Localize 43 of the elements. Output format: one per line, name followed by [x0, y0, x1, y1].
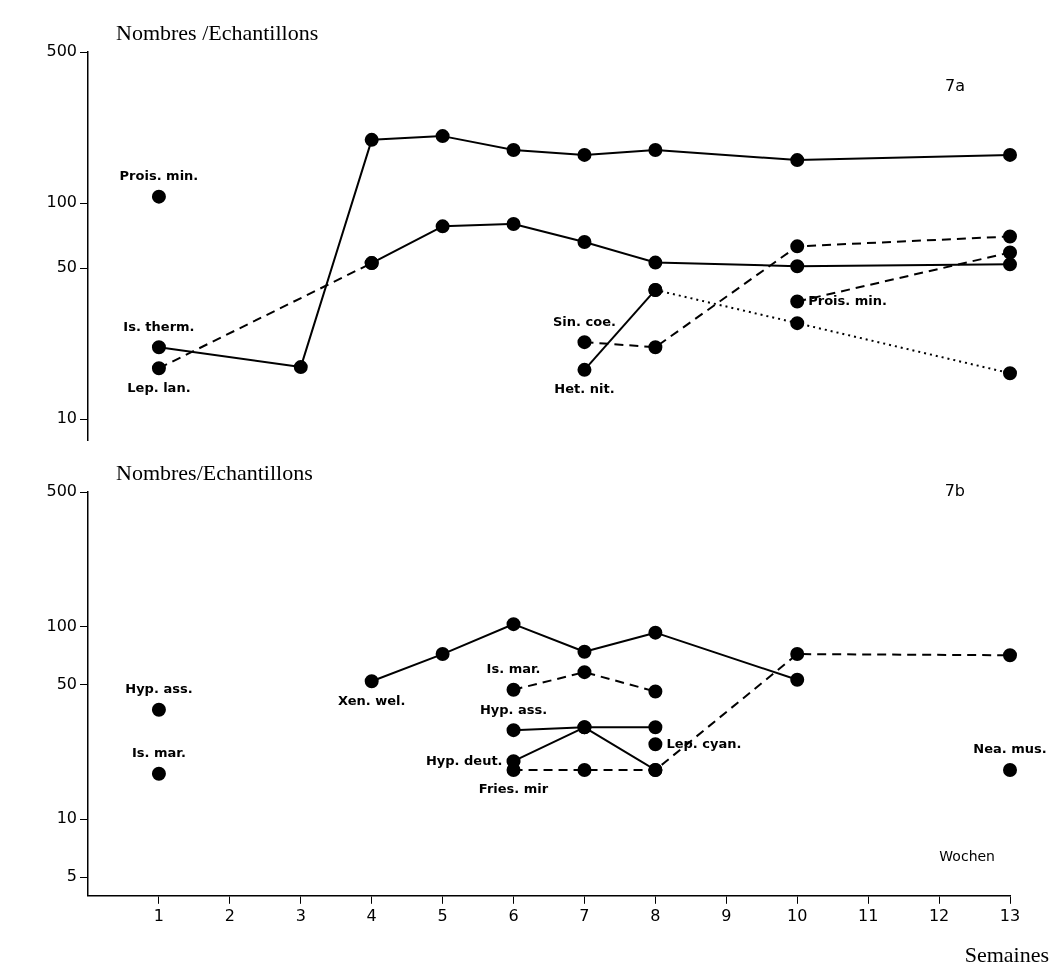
annotation: Hyp. ass. — [479, 701, 548, 717]
y-tick-label: 10 — [56, 408, 77, 428]
x-tick-label: 3 — [295, 905, 306, 925]
y-axis-title: Nombres/Echantillons — [116, 460, 313, 485]
x-tick-label: 13 — [999, 905, 1021, 925]
x-tick-label: 6 — [508, 905, 519, 925]
x-tick-label: 7 — [579, 905, 590, 925]
annotation: Hyp. deut. — [425, 752, 503, 768]
x-tick-label: 5 — [437, 905, 448, 925]
annotation: Sin. coe. — [553, 313, 616, 329]
annotation: Prois. min. — [808, 292, 887, 308]
annotation: Lep. lan. — [127, 379, 191, 395]
annotation: Is. mar. — [132, 745, 186, 761]
annotation: Lep. cyan. — [666, 735, 742, 751]
annotation: Is. mar. — [486, 661, 541, 677]
y-tick-label: 5 — [66, 866, 77, 886]
annotation: Xen. wel. — [337, 692, 406, 708]
y-tick-label: 50 — [56, 257, 77, 277]
y-tick-label: 10 — [56, 808, 77, 828]
x-tick-label: 2 — [224, 905, 235, 925]
x-tick-label: 1 — [153, 905, 165, 925]
annotation: Prois. min. — [119, 168, 199, 184]
y-tick-label: 100 — [46, 615, 77, 635]
annotation: Wochen — [939, 848, 995, 865]
annotation: Het. nit. — [554, 381, 615, 397]
y-axis-title: Nombres /Echantillons — [116, 20, 319, 45]
annotation: Hyp. ass. — [125, 681, 193, 697]
x-tick-label: 12 — [928, 905, 950, 925]
x-tick-label: 11 — [857, 905, 879, 925]
chart-subtitle: 7b — [944, 481, 965, 501]
x-tick-label: 10 — [787, 905, 808, 925]
y-tick-label: 100 — [46, 192, 77, 212]
x-tick-label: 8 — [650, 905, 661, 925]
x-axis-title: Semaines — [964, 941, 1049, 967]
y-tick-label: 500 — [46, 41, 77, 61]
y-tick-label: 500 — [46, 481, 77, 501]
annotation: Is. therm. — [123, 318, 195, 334]
y-tick-label: 50 — [56, 673, 77, 693]
x-tick-label: 9 — [721, 905, 732, 925]
text: 7a — [945, 76, 965, 96]
x-tick-label: 4 — [366, 905, 377, 925]
annotation: Fries. mir — [478, 781, 549, 797]
annotation: Nea. mus. — [973, 741, 1047, 757]
